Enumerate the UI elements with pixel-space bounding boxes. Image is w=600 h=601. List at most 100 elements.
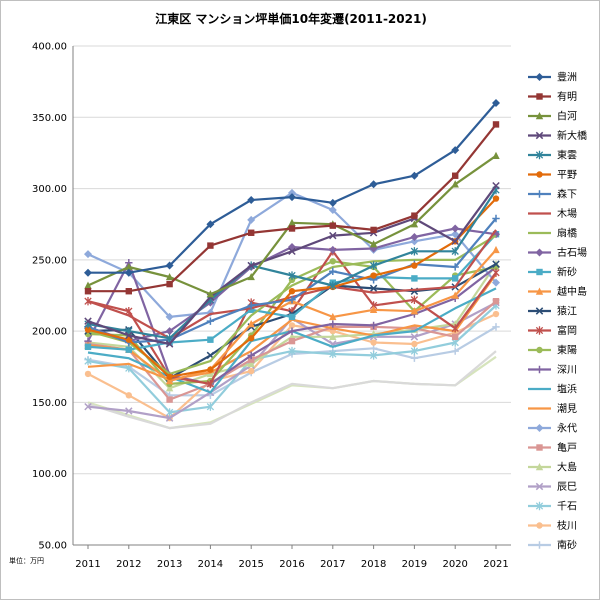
data-point — [329, 320, 337, 328]
data-point — [410, 295, 419, 304]
legend-marker — [535, 248, 544, 257]
data-point — [125, 392, 132, 399]
legend-label: 潮見 — [557, 402, 577, 415]
legend-item: 潮見 — [528, 402, 577, 415]
legend-label: 古石場 — [557, 246, 587, 259]
data-point — [247, 261, 255, 270]
series-line — [87, 350, 497, 430]
data-point — [288, 271, 296, 280]
data-point — [84, 317, 92, 325]
data-point — [84, 281, 92, 289]
data-point — [125, 306, 133, 316]
data-point — [206, 317, 215, 325]
data-point — [247, 215, 256, 224]
x-tick-label: 2018 — [361, 559, 386, 570]
data-point — [247, 351, 255, 360]
series-23 — [84, 301, 500, 417]
data-point — [288, 296, 296, 304]
data-point — [328, 245, 337, 254]
data-point — [492, 151, 500, 159]
data-point — [329, 281, 337, 290]
data-point — [165, 340, 174, 348]
data-point — [452, 333, 459, 341]
data-point — [84, 356, 92, 366]
series-1 — [84, 99, 500, 277]
data-point — [247, 301, 255, 310]
data-point — [410, 346, 419, 356]
data-point — [329, 332, 337, 341]
legend-item: 永代 — [528, 422, 577, 435]
data-point — [370, 339, 377, 346]
data-point — [84, 250, 92, 259]
data-point — [288, 288, 296, 295]
data-point — [125, 364, 133, 373]
legend-label: 平野 — [557, 169, 577, 181]
data-point — [411, 325, 418, 332]
x-tick-label: 2016 — [279, 559, 304, 570]
data-point — [369, 305, 378, 313]
data-point — [248, 335, 255, 342]
legend-marker — [535, 190, 544, 198]
data-point — [410, 333, 419, 341]
x-tick-label: 2020 — [442, 559, 467, 570]
legend-marker — [535, 482, 544, 491]
y-tick-label: 150.00 — [32, 398, 67, 409]
gridlines — [73, 45, 511, 546]
data-point — [410, 237, 419, 246]
data-point — [452, 275, 459, 282]
x-tick-label: 2013 — [157, 559, 182, 570]
data-point — [166, 396, 173, 403]
y-tick-label: 100.00 — [32, 469, 67, 480]
legend-marker — [535, 73, 544, 81]
legend-label: 東雲 — [557, 149, 577, 162]
data-point — [410, 247, 419, 256]
x-tick-label: 2015 — [238, 559, 263, 570]
unit-note: 単位：万円 — [9, 556, 44, 565]
legend-label: 永代 — [557, 422, 577, 435]
data-point — [369, 261, 378, 270]
data-point — [492, 278, 500, 287]
data-point — [206, 402, 215, 411]
data-point — [492, 245, 500, 254]
data-point — [369, 351, 378, 360]
data-point — [84, 288, 92, 295]
data-point — [492, 181, 500, 190]
data-point — [165, 327, 174, 336]
data-point — [410, 171, 419, 180]
legend-label: 千石 — [557, 501, 577, 513]
legend-marker — [535, 307, 544, 315]
legend-label: 森下 — [557, 188, 577, 201]
legend-label: 新大橋 — [557, 129, 587, 142]
data-point — [247, 359, 255, 368]
legend-item: 亀戸 — [528, 441, 577, 454]
data-point — [492, 268, 500, 277]
data-point — [369, 284, 378, 293]
data-point — [451, 347, 459, 355]
legend-marker — [535, 463, 544, 471]
legend-label: 新砂 — [557, 266, 577, 279]
x-tick-label: 2012 — [116, 559, 141, 570]
data-point — [369, 240, 378, 248]
legend-item: 枝川 — [528, 519, 577, 532]
data-point — [410, 307, 419, 315]
data-point — [125, 346, 132, 353]
data-point — [451, 324, 459, 333]
legend-item: 有明 — [528, 90, 577, 103]
data-point — [492, 260, 500, 268]
legend-label: 深川 — [557, 364, 577, 376]
data-point — [125, 262, 133, 271]
legend-item: 大島 — [528, 461, 577, 474]
data-point — [411, 340, 418, 348]
data-point — [329, 349, 337, 359]
data-point — [410, 354, 419, 362]
data-point — [329, 267, 337, 275]
x-tick-label: 2011 — [75, 559, 100, 570]
legend-label: 越中島 — [557, 285, 587, 298]
data-point — [125, 331, 133, 340]
legend-item: 木場 — [528, 207, 577, 220]
series-2 — [84, 121, 500, 295]
series-lines — [84, 99, 500, 430]
legend-item: 千石 — [528, 501, 577, 513]
x-axis-ticks: 2011 2012 2013 2014 2015 2016 2017 2018 2019 2020… — [75, 545, 509, 570]
data-point — [451, 263, 459, 271]
